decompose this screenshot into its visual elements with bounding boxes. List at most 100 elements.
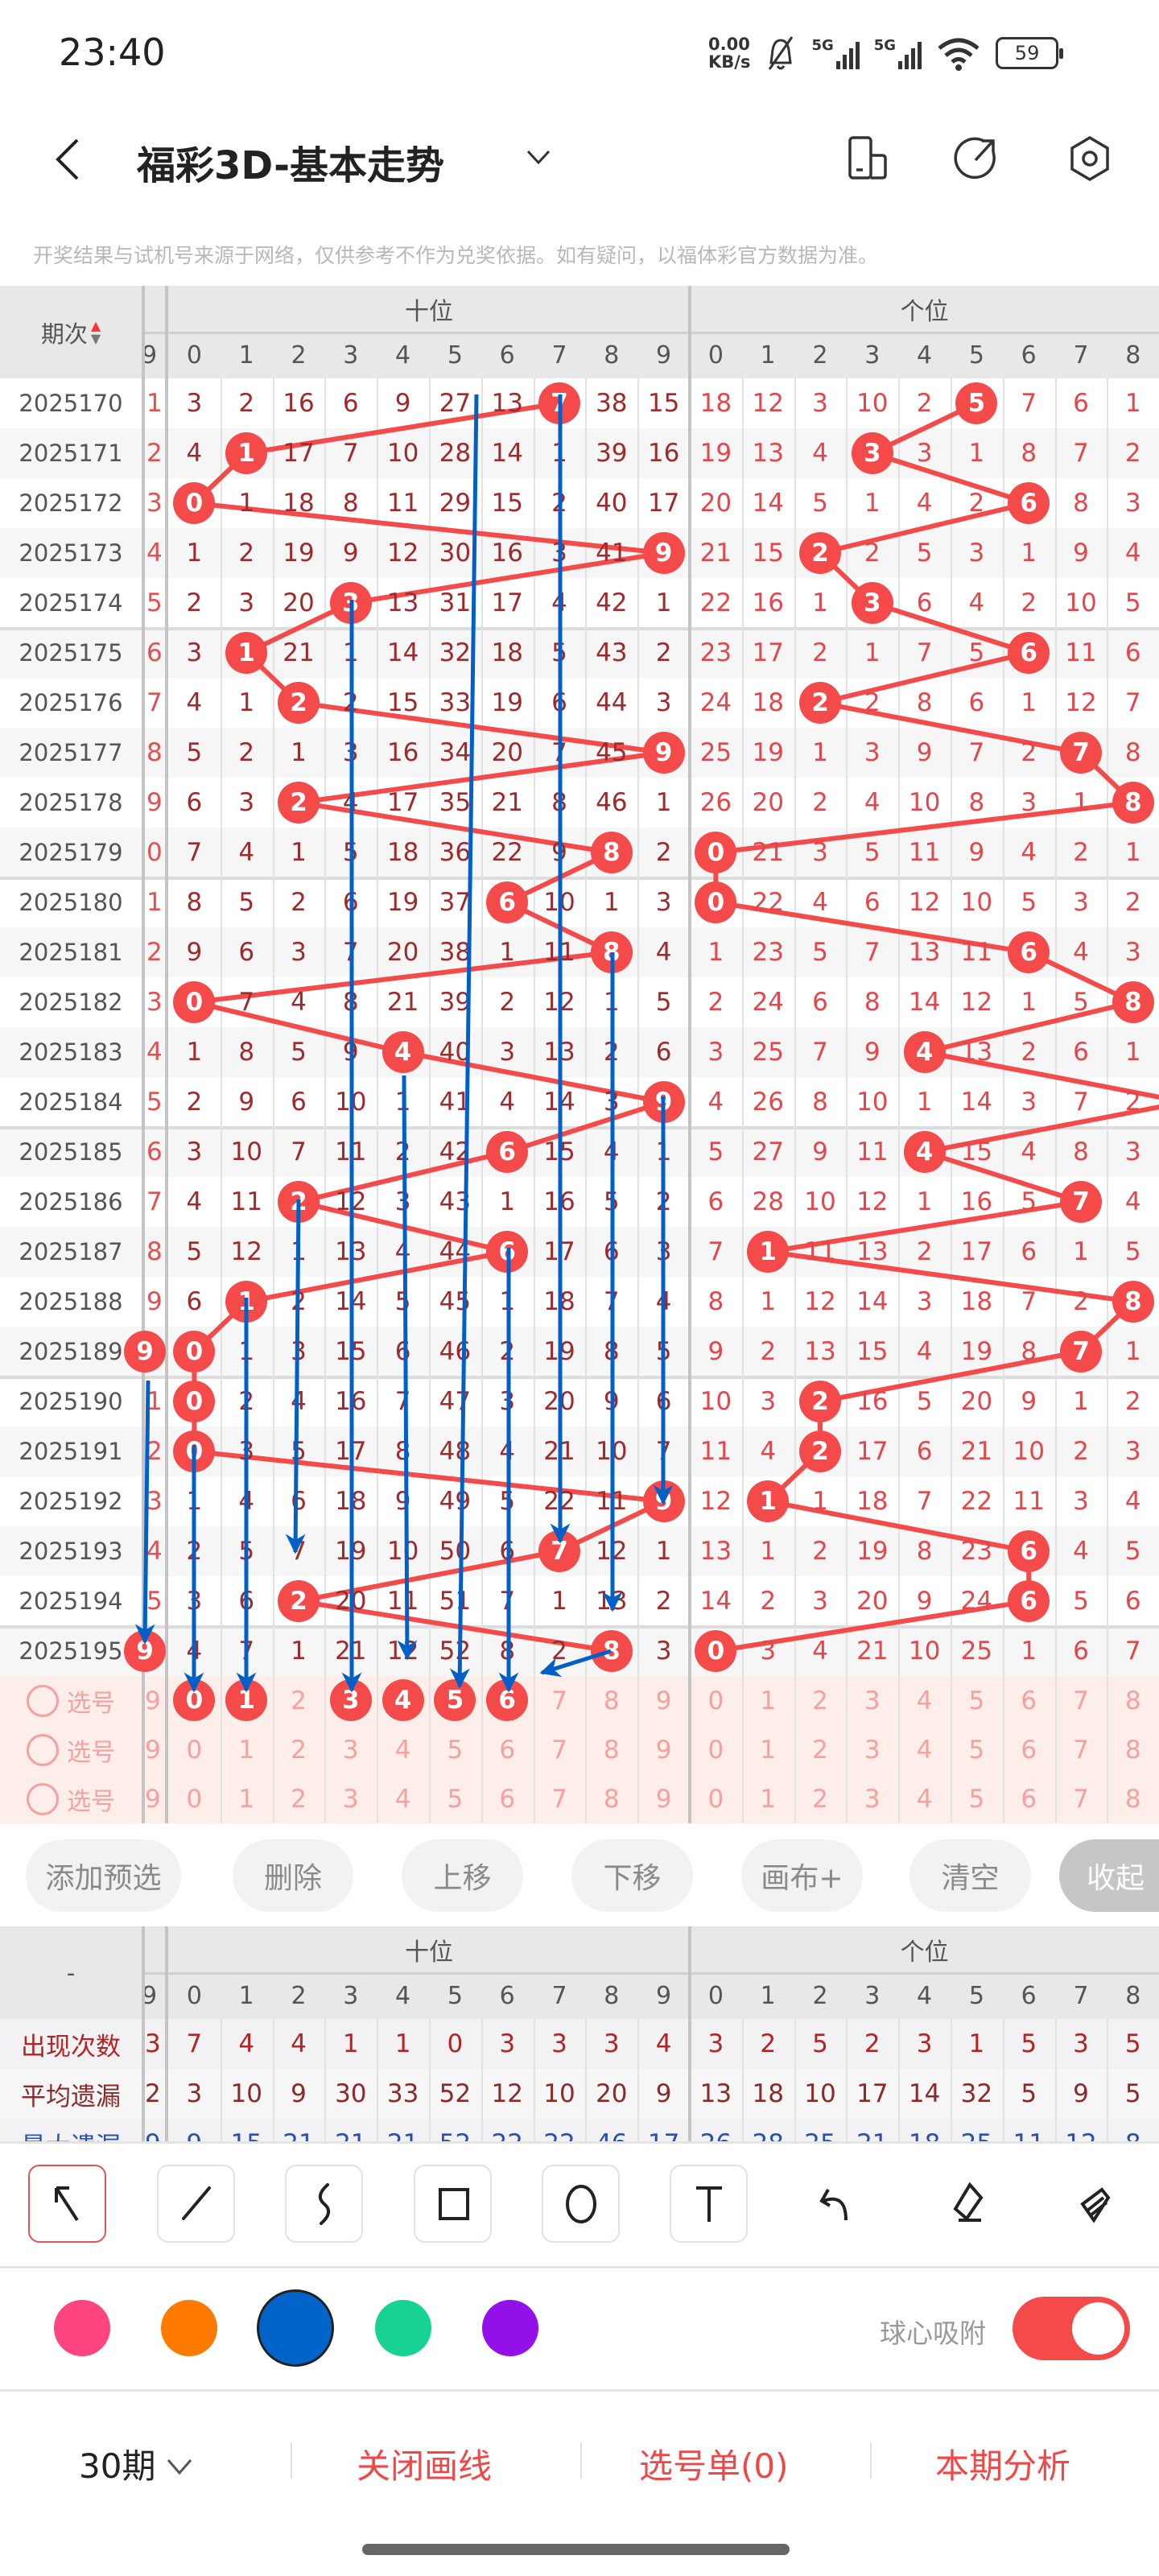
curve-tool-button[interactable] [285, 2165, 363, 2243]
snap-toggle[interactable] [1013, 2297, 1130, 2360]
sort-icon[interactable]: ▲ ▼ [91, 319, 101, 345]
units-hit-ball[interactable]: 0 [695, 881, 737, 923]
move-up-button[interactable]: 上移 [402, 1839, 523, 1912]
units-hit-ball[interactable]: 4 [903, 1131, 946, 1173]
grid-line [481, 2019, 483, 2142]
tens-hit-ball[interactable]: 2 [278, 682, 320, 724]
table-row[interactable] [0, 1277, 1159, 1327]
tens-hit-ball[interactable]: 9 [642, 732, 685, 774]
add-preselect-button[interactable]: 添加预选 [26, 1839, 181, 1912]
units-hit-ball[interactable]: 1 [747, 1231, 790, 1273]
units-hit-ball[interactable]: 3 [851, 582, 893, 624]
period-header[interactable]: 期次 ▲ ▼ [0, 286, 142, 378]
table-row[interactable] [0, 728, 1159, 778]
color-swatch[interactable] [161, 2300, 217, 2356]
arrow-tool-button[interactable] [28, 2165, 106, 2243]
units-hit-ball[interactable]: 8 [1112, 1281, 1154, 1323]
tens-hit-ball[interactable]: 2 [278, 782, 320, 824]
tens-hit-ball[interactable]: 0 [173, 1381, 216, 1422]
phone-layout-icon[interactable] [845, 134, 893, 183]
canvas-plus-button[interactable]: 画布+ [741, 1839, 863, 1912]
color-swatch[interactable] [54, 2300, 110, 2356]
drawn-arrow[interactable] [285, 1199, 306, 1554]
tens-hit-ball[interactable]: 1 [225, 1281, 268, 1323]
units-hit-ball[interactable]: 6 [1008, 632, 1050, 674]
units-hit-ball[interactable]: 7 [1060, 1331, 1102, 1373]
drawn-arrow[interactable] [449, 394, 479, 1689]
tens-hit-ball[interactable]: 1 [225, 432, 268, 474]
table-row[interactable] [0, 1227, 1159, 1277]
period-count-select[interactable]: 30期 [79, 2439, 196, 2488]
units-hit-ball[interactable]: 2 [799, 682, 841, 724]
period-number: 2025185 [19, 1138, 123, 1166]
tens-hit-ball[interactable]: 6 [486, 1131, 529, 1173]
units-hit-ball[interactable]: 7 [1060, 1181, 1102, 1223]
tens-hit-ball[interactable]: 2 [278, 1580, 320, 1622]
move-down-button[interactable]: 下移 [571, 1839, 693, 1912]
table-row[interactable] [0, 778, 1159, 828]
tens-hit-ball[interactable]: 0 [173, 981, 216, 1023]
period-header[interactable]: - [66, 1959, 76, 1987]
eraser-tool-button[interactable] [926, 2165, 1004, 2243]
units-hit-ball[interactable]: 6 [1008, 1530, 1050, 1572]
tens-hit-ball[interactable]: 0 [173, 1331, 216, 1373]
tens-hit-ball[interactable]: 6 [486, 881, 529, 923]
units-hit-ball[interactable]: 1 [747, 1480, 790, 1522]
close-drawing-button[interactable]: 关闭画线 [357, 2446, 493, 2486]
table-row[interactable] [0, 428, 1159, 478]
tens-hit-ball[interactable]: 1 [225, 632, 268, 674]
color-swatch[interactable] [482, 2300, 538, 2356]
units-hit-ball[interactable]: 6 [1008, 482, 1050, 524]
units-hit-ball[interactable]: 2 [799, 532, 841, 574]
clear-button[interactable]: 清空 [909, 1839, 1031, 1912]
delete-button[interactable]: 删除 [233, 1839, 353, 1912]
undo-tool-button[interactable] [797, 2165, 875, 2243]
drawn-arrow[interactable] [539, 1649, 612, 1678]
tens-hit-ball[interactable]: 4 [382, 1031, 424, 1073]
units-hit-ball[interactable]: 3 [851, 432, 893, 474]
chevron-down-icon[interactable] [525, 148, 552, 167]
units-hit-ball[interactable]: 8 [1112, 981, 1154, 1023]
units-omission: 2 [864, 688, 881, 717]
line-tool-button[interactable] [157, 2165, 235, 2243]
units-hit-ball[interactable]: 7 [1060, 732, 1102, 774]
clear-brush-tool-button[interactable] [1054, 2165, 1132, 2243]
back-icon[interactable] [52, 137, 84, 182]
circle-tool-button[interactable] [542, 2165, 620, 2243]
home-indicator[interactable] [362, 2544, 790, 2555]
drawn-arrow[interactable] [134, 1380, 155, 1645]
units-hit-ball[interactable]: 6 [1008, 931, 1050, 973]
page-title[interactable]: 福彩3D-基本走势 [137, 143, 445, 188]
table-row[interactable] [0, 528, 1159, 578]
tens-hit-ball[interactable]: 0 [173, 482, 216, 524]
color-swatch[interactable] [375, 2300, 431, 2356]
rectangle-tool-button[interactable] [414, 2165, 492, 2243]
table-row[interactable] [0, 578, 1159, 628]
stats-value: 1 [968, 2029, 985, 2058]
settings-icon[interactable] [1066, 134, 1114, 183]
digit-header: 7 [551, 1981, 567, 2010]
units-hit-ball[interactable]: 4 [903, 1031, 946, 1073]
units-hit-ball[interactable]: 2 [799, 1381, 841, 1422]
table-row[interactable] [0, 678, 1159, 728]
text-tool-button[interactable] [670, 2165, 748, 2243]
pick-list-button[interactable]: 选号单(0) [639, 2446, 789, 2486]
drawn-annotations[interactable] [0, 286, 1159, 1824]
units-omission: 3 [707, 1038, 724, 1067]
table-row[interactable] [0, 1027, 1159, 1077]
units-hit-ball[interactable]: 0 [695, 832, 737, 873]
table-row[interactable] [0, 1127, 1159, 1177]
drawn-arrow[interactable] [397, 1075, 418, 1661]
color-swatch[interactable] [257, 2289, 334, 2367]
trend-table[interactable]: 期次 ▲ ▼ 十位 个位 9 0 1 2 3 4 5 6 7 8 9 0 1 2 3 4 5 6 7 8 2025170 20251… [0, 286, 1159, 1824]
collapse-button[interactable]: 收起 [1059, 1839, 1159, 1912]
period-analysis-button[interactable]: 本期分析 [935, 2446, 1071, 2486]
tens-hit-ball[interactable]: 8 [590, 832, 633, 873]
units-hit-ball[interactable]: 8 [1112, 782, 1154, 824]
units-hit-ball[interactable]: 5 [955, 382, 998, 424]
table-row[interactable] [0, 877, 1159, 927]
tens-hit-ball[interactable]: 9 [642, 532, 685, 574]
units-hit-ball[interactable]: 2 [799, 1430, 841, 1472]
share-icon[interactable] [951, 134, 1000, 183]
units-omission: 2 [864, 539, 881, 568]
